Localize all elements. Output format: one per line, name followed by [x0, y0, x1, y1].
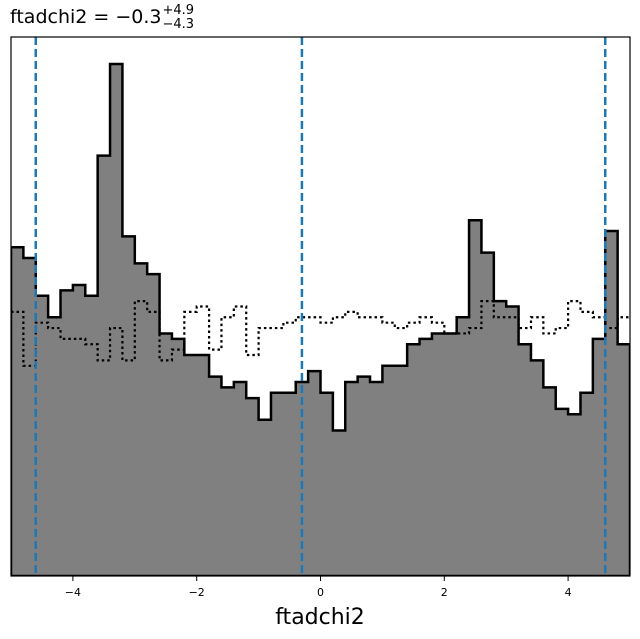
- title-name: ftadchi2: [10, 6, 87, 28]
- plot-area: −4 −2 0 2 4: [10, 36, 631, 599]
- title-equals: =: [87, 6, 115, 28]
- x-tick-label-1: −2: [189, 586, 205, 599]
- plot-series-group: [11, 37, 630, 576]
- x-axis-label: ftadchi2: [275, 605, 365, 630]
- histogram-fill-0: [11, 63, 630, 576]
- histogram-outline-0: [11, 62, 630, 576]
- title-value: −0.3: [115, 6, 161, 28]
- x-tick-label-0: −4: [65, 586, 81, 599]
- x-tick-label-2: 0: [317, 586, 324, 599]
- x-tick-label-4: 4: [565, 586, 572, 599]
- chart-title: ftadchi2 = −0.3: [10, 6, 162, 28]
- histogram-dotted-1: [11, 300, 630, 367]
- title-lower-error: −4.3: [163, 17, 195, 32]
- title-upper-error: +4.9: [163, 3, 195, 18]
- x-tick-label-3: 2: [441, 586, 448, 599]
